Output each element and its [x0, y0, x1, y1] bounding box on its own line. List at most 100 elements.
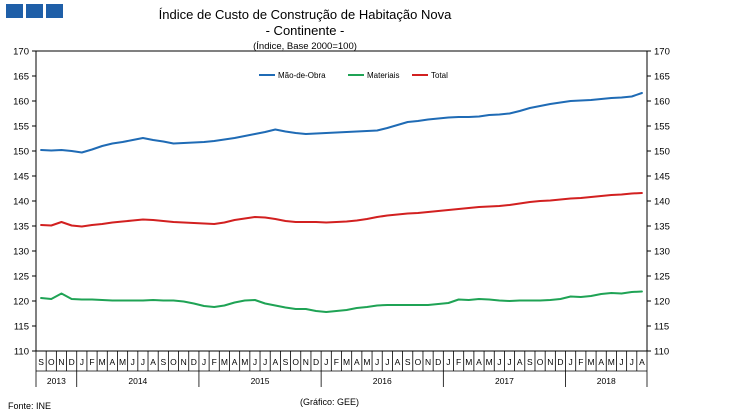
series-line [40, 92, 643, 154]
x-month-label: O [537, 357, 544, 367]
x-month-label: D [557, 357, 563, 367]
x-year-label: 2014 [128, 376, 147, 386]
legend-label: Total [431, 71, 448, 80]
x-month-label: O [48, 357, 55, 367]
x-month-label: S [527, 357, 533, 367]
x-month-label: J [569, 357, 573, 367]
x-month-label: J [507, 357, 511, 367]
chart-credit: (Gráfico: GEE) [300, 397, 359, 407]
x-month-label: O [170, 357, 177, 367]
x-month-label: O [415, 357, 422, 367]
x-month-label: J [497, 357, 501, 367]
x-month-label: N [425, 357, 431, 367]
y-tick-label-right: 135 [654, 222, 670, 233]
x-month-label: D [435, 357, 441, 367]
y-tick-label-left: 145 [13, 172, 29, 183]
x-month-label: J [263, 357, 267, 367]
x-month-label: A [476, 357, 482, 367]
x-month-label: A [150, 357, 156, 367]
x-month-label: O [292, 357, 299, 367]
y-tick-label-right: 120 [654, 297, 670, 308]
y-tick-label-left: 110 [14, 347, 29, 358]
y-tick-label-right: 115 [654, 322, 669, 333]
x-month-label: N [547, 357, 553, 367]
x-year-label: 2015 [251, 376, 270, 386]
y-tick-label-left: 115 [14, 322, 29, 333]
y-tick-label-left: 125 [13, 272, 29, 283]
x-month-label: F [456, 357, 461, 367]
x-month-label: N [303, 357, 309, 367]
x-month-label: J [385, 357, 389, 367]
x-year-label: 2016 [373, 376, 392, 386]
y-tick-label-right: 145 [654, 172, 670, 183]
chart-title: Índice de Custo de Construção de Habitaç… [159, 7, 452, 22]
x-month-label: A [639, 357, 645, 367]
y-tick-label-right: 150 [654, 147, 670, 158]
x-month-label: S [38, 357, 44, 367]
x-month-label: M [119, 357, 126, 367]
x-month-label: D [69, 357, 75, 367]
x-month-label: A [598, 357, 604, 367]
y-tick-label-right: 155 [654, 122, 670, 133]
x-year-label: 2013 [47, 376, 66, 386]
x-month-label: J [375, 357, 379, 367]
y-tick-label-left: 150 [13, 147, 29, 158]
x-year-label: 2017 [495, 376, 514, 386]
x-month-label: N [181, 357, 187, 367]
y-tick-label-right: 160 [654, 97, 670, 108]
y-tick-label-left: 160 [13, 97, 29, 108]
x-month-label: J [202, 357, 206, 367]
x-month-label: J [446, 357, 450, 367]
x-year-label: 2018 [597, 376, 616, 386]
x-month-label: A [110, 357, 116, 367]
x-month-label: F [212, 357, 217, 367]
y-tick-label-left: 165 [13, 72, 29, 83]
y-tick-label-left: 120 [13, 297, 29, 308]
x-month-label: J [630, 357, 634, 367]
y-tick-label-right: 110 [654, 347, 669, 358]
x-month-label: M [221, 357, 228, 367]
x-month-label: M [241, 357, 248, 367]
x-month-label: M [486, 357, 493, 367]
y-tick-label-right: 170 [654, 47, 670, 58]
x-month-label: M [343, 357, 350, 367]
x-month-label: N [58, 357, 64, 367]
x-month-label: S [160, 357, 166, 367]
x-month-label: M [465, 357, 472, 367]
x-month-label: J [619, 357, 623, 367]
series-line [40, 192, 643, 228]
x-month-label: F [334, 357, 339, 367]
y-tick-label-left: 135 [13, 222, 29, 233]
chart-subtitle: - Continente - [266, 23, 345, 38]
y-tick-label-right: 140 [654, 197, 670, 208]
logo-square [6, 4, 23, 18]
x-month-label: A [517, 357, 523, 367]
x-month-label: D [191, 357, 197, 367]
x-month-label: M [608, 357, 615, 367]
x-month-label: J [324, 357, 328, 367]
y-tick-label-right: 130 [654, 247, 670, 258]
x-month-label: A [232, 357, 238, 367]
chart-unit-note: (Índice, Base 2000=100) [253, 41, 357, 52]
x-month-label: A [354, 357, 360, 367]
chart-source: Fonte: INE [8, 401, 51, 411]
y-tick-label-right: 165 [654, 72, 670, 83]
y-tick-label-left: 140 [13, 197, 29, 208]
logo-square [26, 4, 43, 18]
y-tick-label-left: 170 [13, 47, 29, 58]
x-month-label: S [283, 357, 289, 367]
x-month-label: F [578, 357, 583, 367]
x-month-label: J [253, 357, 257, 367]
x-month-label: A [272, 357, 278, 367]
x-month-label: F [89, 357, 94, 367]
y-tick-label-left: 130 [13, 247, 29, 258]
x-month-label: S [405, 357, 411, 367]
y-tick-label-right: 125 [654, 272, 670, 283]
legend-label: Mão-de-Obra [278, 71, 326, 80]
y-tick-label-left: 155 [13, 122, 29, 133]
x-month-label: M [587, 357, 594, 367]
x-month-label: J [80, 357, 84, 367]
x-month-label: J [131, 357, 135, 367]
x-month-label: M [99, 357, 106, 367]
